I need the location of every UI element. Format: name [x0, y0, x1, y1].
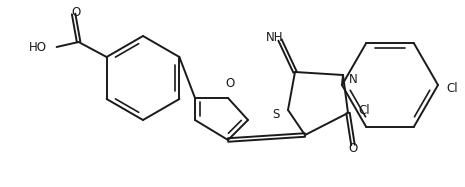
Text: S: S: [272, 108, 280, 120]
Text: N: N: [349, 73, 358, 85]
Text: NH: NH: [266, 31, 284, 44]
Text: HO: HO: [29, 41, 46, 53]
Text: O: O: [348, 142, 358, 155]
Text: Cl: Cl: [446, 82, 458, 94]
Text: O: O: [71, 6, 80, 19]
Text: O: O: [226, 77, 235, 90]
Text: Cl: Cl: [358, 104, 370, 117]
